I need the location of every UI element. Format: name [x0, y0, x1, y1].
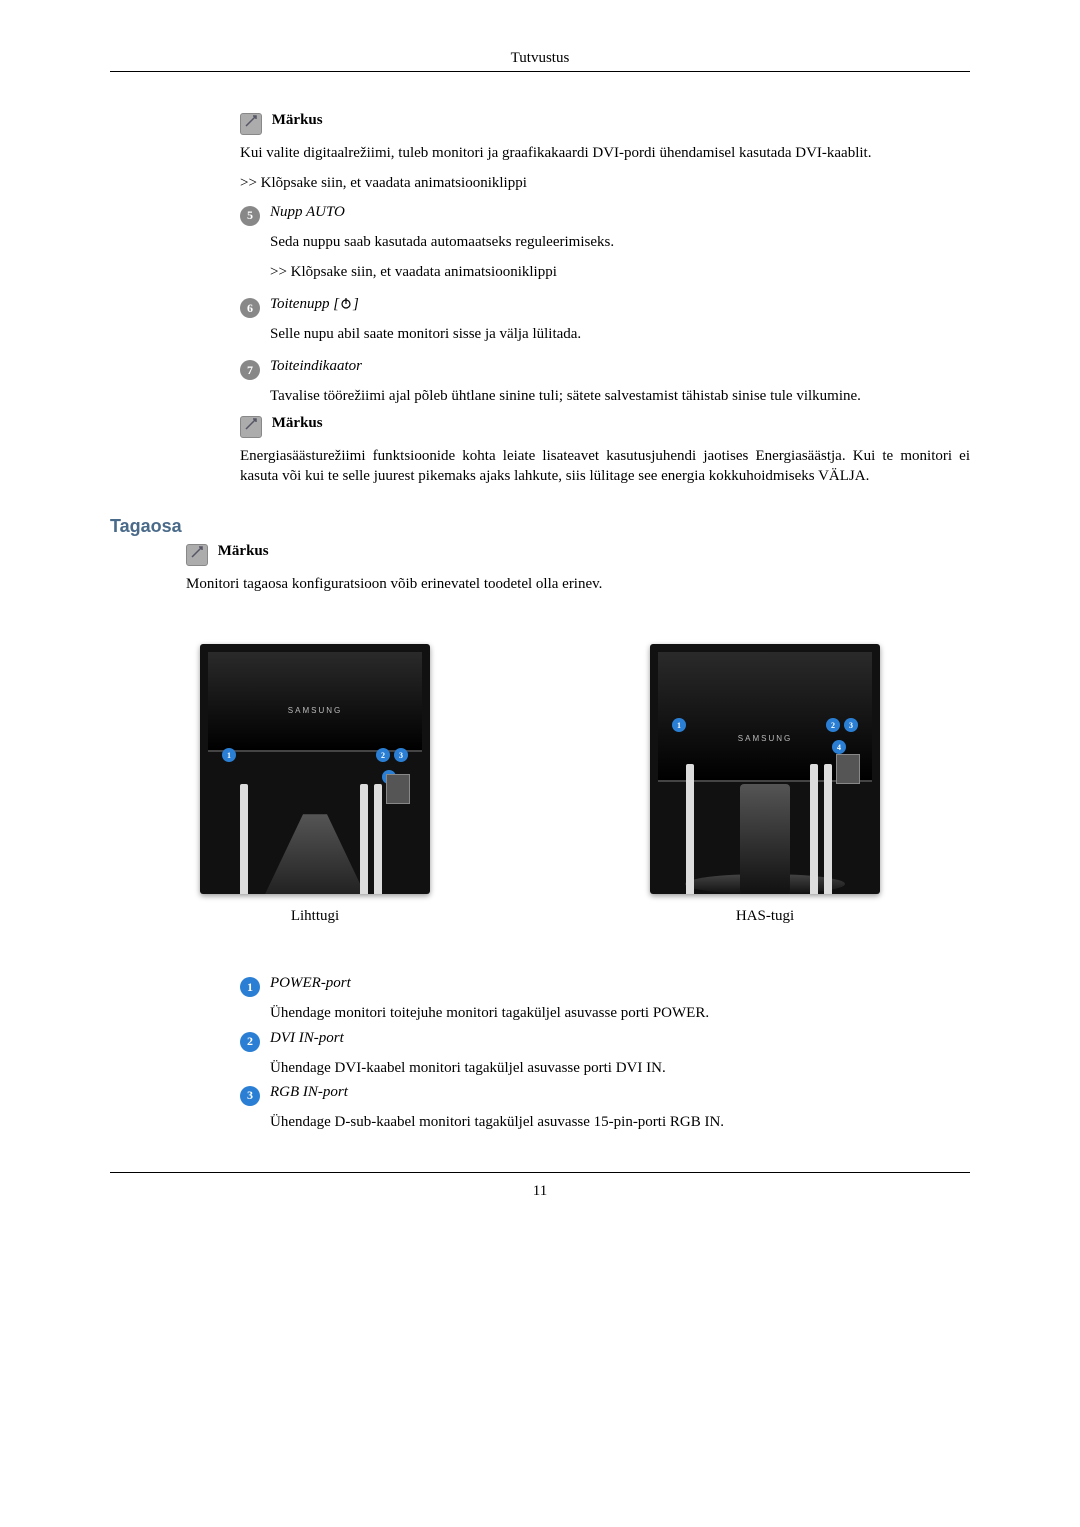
- tag-4: 4: [832, 740, 846, 754]
- monitor-simple-graphic: SAMSUNG 1 2 3 4: [200, 644, 430, 894]
- port-1-number: 1: [240, 977, 260, 997]
- tag-3: 3: [844, 718, 858, 732]
- figure-simple-caption: Lihttugi: [291, 908, 339, 925]
- port-1: 1 POWER-port: [240, 975, 970, 997]
- note-dvi: Märkus Kui valite digitaalrežiimi, tuleb…: [240, 112, 970, 194]
- note-dvi-text: Kui valite digitaalrežiimi, tuleb monito…: [240, 143, 970, 163]
- monitor-has-graphic: SAMSUNG 1 2 3 4: [650, 644, 880, 894]
- port-2-number: 2: [240, 1032, 260, 1052]
- note-heading-3: Märkus: [186, 543, 970, 566]
- tag-3: 3: [394, 748, 408, 762]
- callout-6-body: Selle nupu abil saate monitori sisse ja …: [270, 324, 970, 344]
- click-link-1[interactable]: >> Klõpsake siin, et vaadata animatsioon…: [240, 173, 970, 193]
- callout-6: 6 Toitenupp []: [240, 296, 970, 318]
- note-heading-2: Märkus: [240, 415, 970, 438]
- note-icon: [240, 416, 262, 438]
- note-label: Märkus: [272, 112, 323, 128]
- note-rear: Märkus Monitori tagaosa konfiguratsioon …: [186, 543, 970, 594]
- port-2-body: Ühendage DVI-kaabel monitori tagaküljel …: [270, 1058, 970, 1078]
- footer-rule: [110, 1172, 970, 1173]
- note-energy: Märkus Energiasäästurežiimi funktsioonid…: [240, 415, 970, 487]
- callout-6-title: Toitenupp []: [270, 296, 359, 315]
- figure-has-caption: HAS-tugi: [736, 908, 794, 925]
- note-heading: Märkus: [240, 112, 970, 135]
- callout-5-title: Nupp AUTO: [270, 204, 345, 221]
- note-icon: [240, 113, 262, 135]
- callout-6-number: 6: [240, 298, 260, 318]
- note-label: Märkus: [218, 543, 269, 559]
- callout-5-number: 5: [240, 206, 260, 226]
- page-number: 11: [110, 1183, 970, 1200]
- power-icon: [339, 296, 353, 315]
- port-3-title: RGB IN-port: [270, 1084, 348, 1101]
- note-label: Märkus: [272, 415, 323, 431]
- port-2: 2 DVI IN-port: [240, 1030, 970, 1052]
- figure-has: SAMSUNG 1 2 3 4 HAS-tugi: [650, 644, 880, 925]
- figures-row: SAMSUNG 1 2 3 4 Lihttugi SAMSUNG 1: [110, 644, 970, 925]
- callout-7-body: Tavalise töörežiimi ajal põleb ühtlane s…: [270, 386, 970, 406]
- click-link-2[interactable]: >> Klõpsake siin, et vaadata animatsioon…: [270, 262, 970, 282]
- port-3: 3 RGB IN-port: [240, 1084, 970, 1106]
- callout-5-body: Seda nuppu saab kasutada automaatseks re…: [270, 232, 970, 252]
- port-3-body: Ühendage D-sub-kaabel monitori tagakülje…: [270, 1112, 970, 1132]
- brand-label: SAMSUNG: [200, 706, 430, 715]
- tag-1: 1: [222, 748, 236, 762]
- tag-2: 2: [376, 748, 390, 762]
- port-3-number: 3: [240, 1086, 260, 1106]
- note-energy-text: Energiasäästurežiimi funktsioonide kohta…: [240, 446, 970, 487]
- section-heading-rear: Tagaosa: [110, 516, 970, 537]
- callout-6-prefix: Toitenupp [: [270, 296, 339, 312]
- callout-7-number: 7: [240, 360, 260, 380]
- figure-simple: SAMSUNG 1 2 3 4 Lihttugi: [200, 644, 430, 925]
- port-1-title: POWER-port: [270, 975, 351, 992]
- page-header: Tutvustus: [110, 50, 970, 72]
- port-1-body: Ühendage monitori toitejuhe monitori tag…: [270, 1003, 970, 1023]
- callout-6-suffix: ]: [353, 296, 359, 312]
- callout-7: 7 Toiteindikaator: [240, 358, 970, 380]
- callout-5: 5 Nupp AUTO: [240, 204, 970, 226]
- note-rear-text: Monitori tagaosa konfiguratsioon võib er…: [186, 574, 970, 594]
- callout-7-title: Toiteindikaator: [270, 358, 362, 375]
- port-2-title: DVI IN-port: [270, 1030, 344, 1047]
- note-icon: [186, 544, 208, 566]
- tag-1: 1: [672, 718, 686, 732]
- tag-2: 2: [826, 718, 840, 732]
